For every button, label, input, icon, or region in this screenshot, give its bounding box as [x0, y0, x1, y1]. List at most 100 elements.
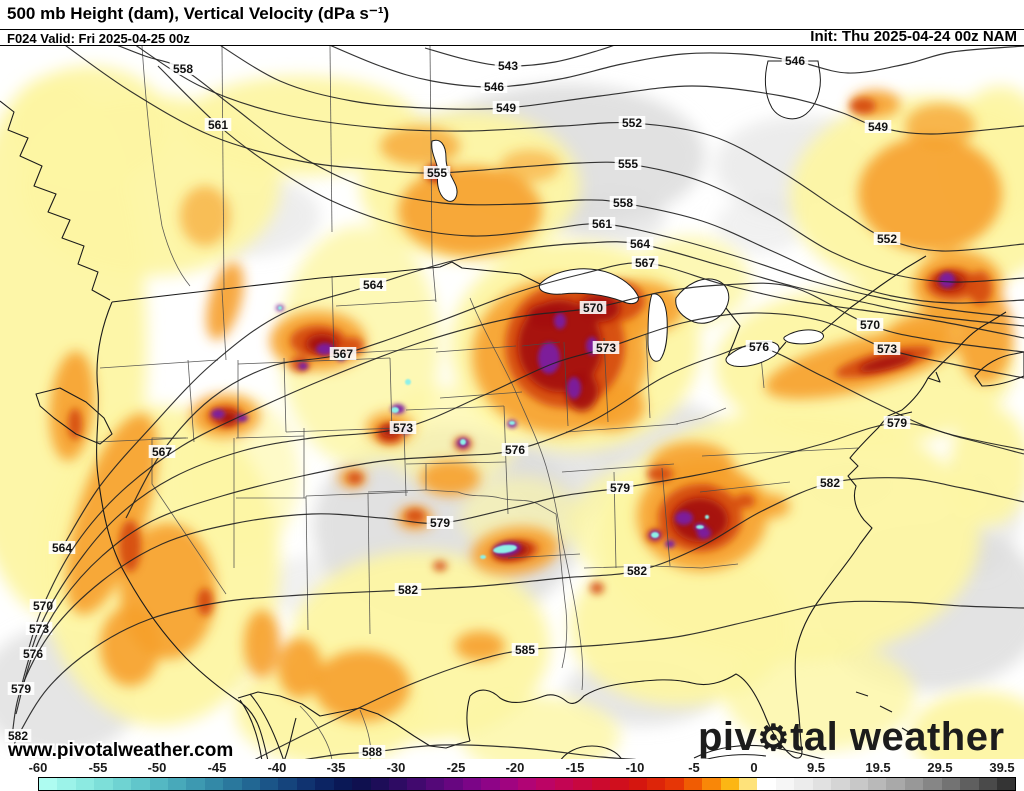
state-border [141, 46, 191, 287]
height-contour-558: 558 558 [117, 46, 1024, 304]
height-contour-label: 558 [613, 196, 633, 210]
watermark: www.pivotalweather.com [7, 740, 233, 759]
colorbar-tick-label: -15 [565, 760, 585, 775]
contour-label-box [48, 541, 76, 554]
colorbar-cell [831, 778, 850, 790]
colorbar-tick-label: -60 [28, 760, 48, 775]
coastline [284, 717, 297, 759]
height-contour-label: 543 [498, 59, 518, 73]
state-border [565, 423, 679, 433]
height-contour-label: 546 [484, 80, 504, 94]
height-contour-label: 564 [363, 278, 383, 292]
colorbar-tick-label: -50 [147, 760, 167, 775]
height-contour-label: 579 [610, 481, 630, 495]
colorbar: -60 -55 -50 -45 -40 -35 -30 -25 -20 -15 -10 -5 0 9.5 1… [0, 759, 1024, 791]
height-contour-label: 582 [820, 476, 840, 490]
colorbar-cell [610, 778, 629, 790]
state-border [405, 461, 507, 465]
state-border [469, 297, 584, 691]
contour-label-box [864, 120, 892, 133]
state-border [583, 563, 739, 569]
coastline [705, 754, 767, 759]
colorbar-tick-label: -25 [446, 760, 466, 775]
height-contour-label: 573 [877, 342, 897, 356]
height-contour-label: 582 [8, 729, 28, 743]
height-contour-label: 582 [627, 564, 647, 578]
brand-logo-post: tal weather [790, 715, 1004, 759]
contour-label-box [873, 342, 901, 355]
colorbar-tick-label: -45 [207, 760, 227, 775]
contour-label-box [7, 682, 35, 695]
state-border [283, 357, 287, 433]
lake [675, 278, 730, 324]
colorbar-cell [517, 778, 537, 790]
state-border [507, 553, 581, 559]
height-contour-label: 588 [362, 745, 382, 759]
height-contour-label: 579 [430, 516, 450, 530]
contour-label-box [592, 341, 620, 354]
state-border [699, 481, 791, 493]
colorbar-cell [923, 778, 942, 790]
state-border [701, 447, 859, 457]
colorbar-cell [960, 778, 979, 790]
weather-map: 5435465465495495525525555555585585615615… [0, 46, 1024, 759]
height-contour-label: 555 [618, 157, 638, 171]
coastline [821, 255, 927, 333]
state-border [221, 46, 225, 291]
coastline [855, 691, 913, 735]
colorbar-tick-label: -55 [88, 760, 108, 775]
colorbar-cell [75, 778, 95, 790]
coastline [927, 371, 941, 383]
state-border [439, 391, 523, 399]
height-contour-label: 552 [622, 116, 642, 130]
state-border [235, 435, 305, 439]
colorbar-scale [38, 777, 1016, 791]
colorbar-cell [683, 778, 703, 790]
colorbar-cell [812, 778, 832, 790]
state-border [331, 275, 335, 359]
height-contour-label: 561 [208, 118, 228, 132]
colorbar-cell [499, 778, 518, 790]
height-contour-label: 555 [427, 166, 447, 180]
colorbar-cell [941, 778, 961, 790]
colorbar-cell [112, 778, 132, 790]
contour-label-box [426, 516, 454, 529]
state-border [675, 407, 727, 425]
height-contour-573: 573 573 573 573 [19, 312, 1024, 692]
colorbar-tick-label: 19.5 [865, 760, 891, 775]
contour-label-box [781, 54, 809, 67]
coastline [469, 311, 1007, 759]
colorbar-cell [849, 778, 868, 790]
map-container: 543 546 546 549 549 552 552 555 555 558 558 561 561 5… [0, 45, 1024, 760]
height-contour-label: 552 [877, 232, 897, 246]
contour-label-box [29, 599, 57, 612]
contour-label-box [873, 232, 901, 245]
colorbar-cell [665, 778, 684, 790]
height-contour-label: 549 [496, 101, 516, 115]
colorbar-cell [370, 778, 390, 790]
height-contour-579: 579 579 579 579 [7, 416, 1024, 737]
colorbar-tick-label: 39.5 [989, 760, 1015, 775]
contour-label-box [609, 196, 637, 209]
state-border [95, 437, 187, 443]
contour-label-box [501, 443, 529, 456]
contour-label-box [623, 564, 651, 577]
contour-label-box [626, 237, 654, 250]
coastline [239, 699, 263, 759]
height-contour-label: 549 [868, 120, 888, 134]
colorbar-tick-label: -10 [625, 760, 645, 775]
height-contour-567: 567 567 567 [125, 256, 1024, 519]
height-contour-543: 543 [424, 46, 614, 73]
colorbar-cell [775, 778, 795, 790]
colorbar-cell [554, 778, 574, 790]
contour-label-box [579, 301, 607, 314]
colorbar-cell [720, 778, 740, 790]
state-border [661, 467, 671, 567]
page-title: 500 mb Height (dam), Vertical Velocity (… [7, 4, 390, 23]
colorbar-cell [57, 778, 76, 790]
colorbar-cell [315, 778, 334, 790]
colorbar-cell [352, 778, 371, 790]
colorbar-cell [757, 778, 776, 790]
coastline [0, 100, 111, 301]
height-contour-label: 573 [29, 622, 49, 636]
